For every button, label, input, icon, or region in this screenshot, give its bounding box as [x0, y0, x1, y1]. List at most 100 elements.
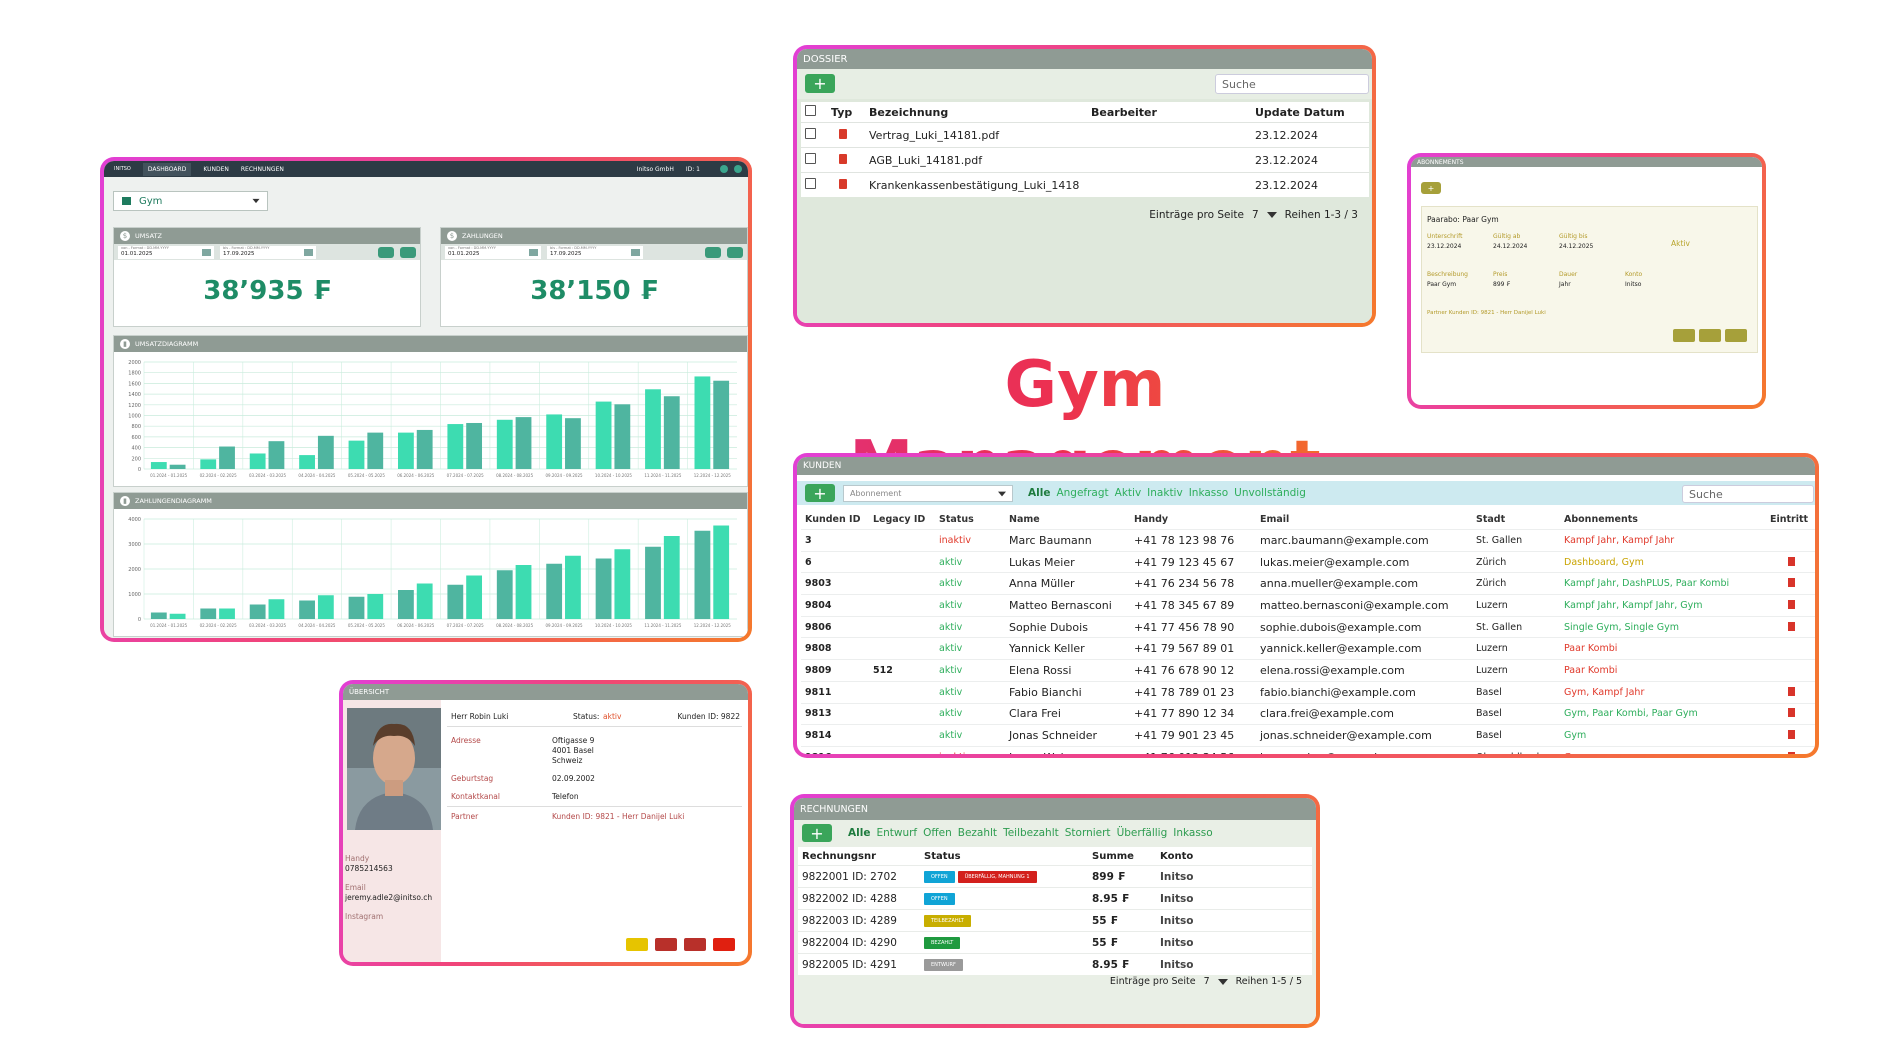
- filter[interactable]: Alle: [848, 827, 871, 839]
- y-tick-label: 4000: [128, 517, 141, 523]
- customer-id: 9814: [801, 724, 869, 747]
- filter[interactable]: Aktiv: [1114, 487, 1142, 499]
- span: [734, 165, 742, 173]
- invoice-row[interactable]: 9822003 ID: 4289 TEILBEZAHLT 55 ₣ Initso: [798, 909, 1312, 932]
- edit-button[interactable]: [684, 938, 706, 951]
- kunden-row[interactable]: 3 inaktiv Marc Baumann +41 78 123 98 76 marc…: [801, 529, 1815, 552]
- kunden-row[interactable]: 9809 512 aktiv Elena Rossi +41 76 678 90 12 e…: [801, 659, 1815, 682]
- date-input[interactable]: bis - Format : DD.MM.YYYY 17.09.2025: [547, 245, 643, 259]
- filter[interactable]: Unvollständig: [1234, 487, 1306, 499]
- phone: +41 78 123 98 76: [1130, 529, 1256, 552]
- cell: [801, 147, 827, 173]
- invoice-row[interactable]: 9822002 ID: 4288 OFFEN 8.95 ₣ Initso: [798, 887, 1312, 910]
- kunden-row[interactable]: 9811 aktiv Fabio Bianchi +41 78 789 01 23 fa…: [801, 680, 1815, 703]
- x-tick-label: 05.2024 - 05.2025: [348, 623, 386, 628]
- column-header: Typ: [831, 105, 853, 119]
- name: Marc Baumann: [1005, 529, 1130, 552]
- filters: Alle Angefragt Aktiv Inaktiv Inkasso Unvollst…: [1028, 487, 1306, 499]
- status-badge: OFFEN: [924, 892, 955, 905]
- file-button[interactable]: [1699, 329, 1721, 342]
- panel-header: ABONNEMENTS: [1411, 157, 1762, 167]
- invoice-number: 9822004 ID: 4290: [798, 931, 920, 954]
- filter[interactable]: Inkasso: [1173, 827, 1213, 839]
- file-name[interactable]: AGB_Luki_14181.pdf: [865, 147, 1087, 173]
- kunden-row[interactable]: 9816 inaktiv Laura Weber +41 76 012 34 56 la…: [801, 745, 1815, 754]
- customer-id: Kunden ID: 9822: [677, 712, 740, 721]
- column-header: Email: [1260, 514, 1290, 525]
- mail-button[interactable]: [655, 938, 677, 951]
- email: sophie.dubois@example.com: [1256, 615, 1472, 638]
- edit-button[interactable]: [1725, 329, 1747, 342]
- range: Reihen 1-3 / 3: [1284, 209, 1358, 221]
- stat-card: $ UMSATZ von - Format : DD.MM.YYYY 01.01.20…: [113, 227, 421, 327]
- date-input[interactable]: bis - Format : DD.MM.YYYY 17.09.2025: [220, 245, 316, 259]
- file-name[interactable]: Krankenkassenbestätigung_Luki_1418: [865, 172, 1087, 197]
- city: Luzern: [1472, 637, 1560, 660]
- entry-icon: [1788, 730, 1795, 740]
- nav-tab[interactable]: RECHNUNGEN: [240, 165, 284, 173]
- add-button[interactable]: +: [805, 484, 835, 503]
- kunden-row[interactable]: 9804 aktiv Matteo Bernasconi +41 78 345 67 …: [801, 594, 1815, 617]
- select[interactable]: Gym: [113, 191, 268, 211]
- account: Initso: [1156, 887, 1312, 910]
- file-name[interactable]: Vertrag_Luki_14181.pdf: [865, 122, 1087, 148]
- filter[interactable]: Inaktiv: [1147, 487, 1183, 499]
- filter[interactable]: Teilbezahlt: [1003, 827, 1059, 839]
- phone: +41 76 012 34 56: [1130, 745, 1256, 754]
- invoice-row[interactable]: 9822005 ID: 4291 ENTWURF 8.95 ₣ Initso: [798, 953, 1312, 975]
- add-button[interactable]: +: [805, 74, 835, 93]
- back-button[interactable]: [626, 938, 648, 951]
- bar: [565, 555, 581, 619]
- invoice-row[interactable]: 9822001 ID: 2702 OFFEN ÜBERFÄLLIG, MAHNUNG…: [798, 865, 1312, 888]
- contact-value: jeremy.adle2@initso.ch: [345, 893, 433, 902]
- nav-tab[interactable]: KUNDEN: [203, 165, 229, 173]
- uebersicht-panel: ÜBERSICHT Handy 0785214563 Email jeremy.adl…: [339, 680, 752, 966]
- nav-tab[interactable]: DASHBOARD: [142, 162, 192, 176]
- filter[interactable]: Bezahlt: [957, 827, 998, 839]
- cell: TEILBEZAHLT: [920, 909, 1088, 932]
- filter[interactable]: Alle: [1028, 487, 1051, 499]
- legacy-id: [869, 594, 935, 617]
- checkbox[interactable]: [805, 153, 816, 164]
- filter[interactable]: Entwurf: [876, 827, 918, 839]
- tr: Typ Bezeichnung Bearbeiter Update Datum: [801, 102, 1369, 123]
- kunden-row[interactable]: 9806 aktiv Sophie Dubois +41 77 456 78 90 so…: [801, 615, 1815, 638]
- email: elena.rossi@example.com: [1256, 659, 1472, 682]
- filter[interactable]: Offen: [923, 827, 952, 839]
- kunden-row[interactable]: 9808 aktiv Yannick Keller +41 79 567 89 01 y…: [801, 637, 1815, 660]
- date-input[interactable]: von - Format : DD.MM.YYYY 01.01.2025: [445, 245, 541, 259]
- invoice-row[interactable]: 9822004 ID: 4290 BEZAHLT 55 ₣ Initso: [798, 931, 1312, 954]
- download-button[interactable]: [1673, 329, 1695, 342]
- export-button[interactable]: [727, 246, 743, 258]
- add-button[interactable]: +: [802, 824, 832, 843]
- checkbox[interactable]: [805, 178, 816, 189]
- cell: [1766, 659, 1815, 682]
- kunden-row[interactable]: 6 aktiv Lukas Meier +41 79 123 45 67 lukas.m…: [801, 550, 1815, 573]
- search[interactable]: Suche: [1682, 485, 1814, 503]
- export-button[interactable]: [400, 246, 416, 258]
- add-button[interactable]: +: [1421, 182, 1441, 194]
- kunden-row[interactable]: 9814 aktiv Jonas Schneider +41 79 901 23 45…: [801, 724, 1815, 747]
- search[interactable]: Suche: [1215, 74, 1369, 94]
- customer-id: 9809: [801, 659, 869, 682]
- kunden-row[interactable]: 9813 aktiv Clara Frei +41 77 890 12 34 clara…: [801, 702, 1815, 725]
- amount: 8.95 ₣: [1088, 953, 1156, 975]
- y-tick-label: 1600: [128, 381, 141, 387]
- kunden-row[interactable]: 9803 aktiv Anna Müller +41 76 234 56 78 anna…: [801, 572, 1815, 595]
- field-value: Paar Gym: [1427, 281, 1457, 288]
- checkbox[interactable]: [805, 128, 816, 139]
- filter-button[interactable]: [705, 246, 721, 258]
- select[interactable]: Abonnement: [843, 485, 1013, 502]
- name: Clara Frei: [1005, 702, 1130, 725]
- filter[interactable]: Storniert: [1064, 827, 1111, 839]
- filter[interactable]: Angefragt: [1056, 487, 1109, 499]
- div: 0 200 400 600 800 1000 1200 1400 1600 1800 2000 01.…: [118, 356, 743, 486]
- x-tick-label: 07.2024 - 07.2025: [447, 623, 485, 628]
- filter[interactable]: Überfällig: [1116, 827, 1168, 839]
- filter-button[interactable]: [378, 246, 394, 258]
- filter[interactable]: Inkasso: [1188, 487, 1229, 499]
- delete-button[interactable]: [713, 938, 735, 951]
- abs: [1421, 206, 1758, 353]
- date-input[interactable]: von - Format : DD.MM.YYYY 01.01.2025: [118, 245, 214, 259]
